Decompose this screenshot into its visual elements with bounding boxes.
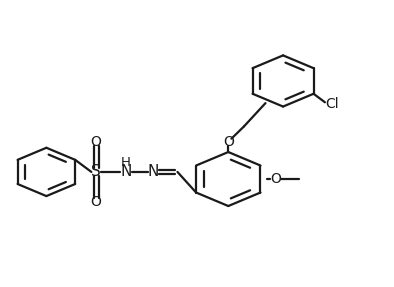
Text: O: O xyxy=(91,195,102,209)
Text: O: O xyxy=(270,172,281,186)
Text: H: H xyxy=(121,156,131,168)
Text: S: S xyxy=(91,164,101,179)
Text: N: N xyxy=(120,164,132,179)
Text: O: O xyxy=(91,135,102,149)
Text: O: O xyxy=(223,135,234,149)
Text: N: N xyxy=(147,164,159,179)
Text: Cl: Cl xyxy=(325,97,339,111)
